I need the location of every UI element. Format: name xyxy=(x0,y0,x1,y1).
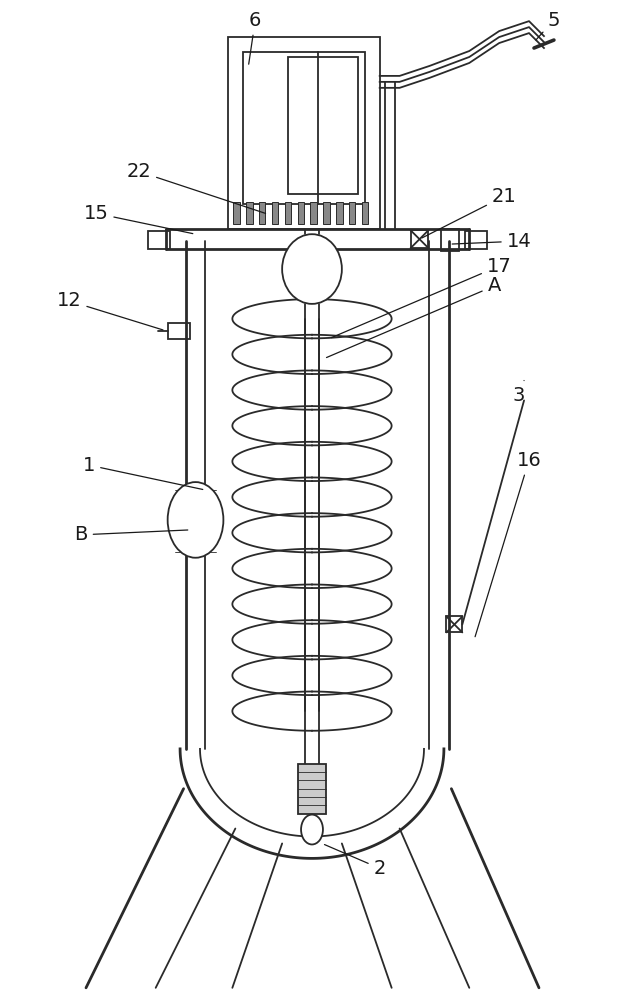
Text: B: B xyxy=(74,525,188,544)
Text: 17: 17 xyxy=(331,257,511,338)
Text: 12: 12 xyxy=(57,291,163,330)
Bar xyxy=(310,202,317,224)
Bar xyxy=(259,202,265,224)
Text: 15: 15 xyxy=(83,204,193,234)
Text: 16: 16 xyxy=(475,451,541,637)
Ellipse shape xyxy=(282,234,342,304)
Bar xyxy=(285,202,291,224)
Bar xyxy=(168,323,189,339)
Bar xyxy=(288,57,358,194)
Bar xyxy=(246,202,253,224)
Bar xyxy=(229,37,379,229)
Text: 3: 3 xyxy=(513,381,525,405)
Ellipse shape xyxy=(168,482,224,558)
Text: A: A xyxy=(326,276,501,358)
Bar xyxy=(336,202,343,224)
Text: 6: 6 xyxy=(249,11,262,64)
Bar xyxy=(362,202,368,224)
Ellipse shape xyxy=(301,815,323,844)
Text: 14: 14 xyxy=(452,232,531,251)
Text: 22: 22 xyxy=(126,162,265,213)
Bar xyxy=(349,202,356,224)
Text: 21: 21 xyxy=(422,187,516,238)
Text: 2: 2 xyxy=(325,845,386,878)
Text: 5: 5 xyxy=(536,11,560,40)
Bar xyxy=(465,231,487,249)
Bar xyxy=(244,52,364,204)
Bar xyxy=(148,231,169,249)
Bar xyxy=(442,229,459,251)
Bar xyxy=(298,764,326,814)
Text: 1: 1 xyxy=(83,456,202,489)
Bar xyxy=(323,202,330,224)
Bar xyxy=(447,616,462,632)
Bar xyxy=(272,202,278,224)
Bar xyxy=(411,230,429,248)
Bar xyxy=(298,202,304,224)
Bar xyxy=(234,202,240,224)
